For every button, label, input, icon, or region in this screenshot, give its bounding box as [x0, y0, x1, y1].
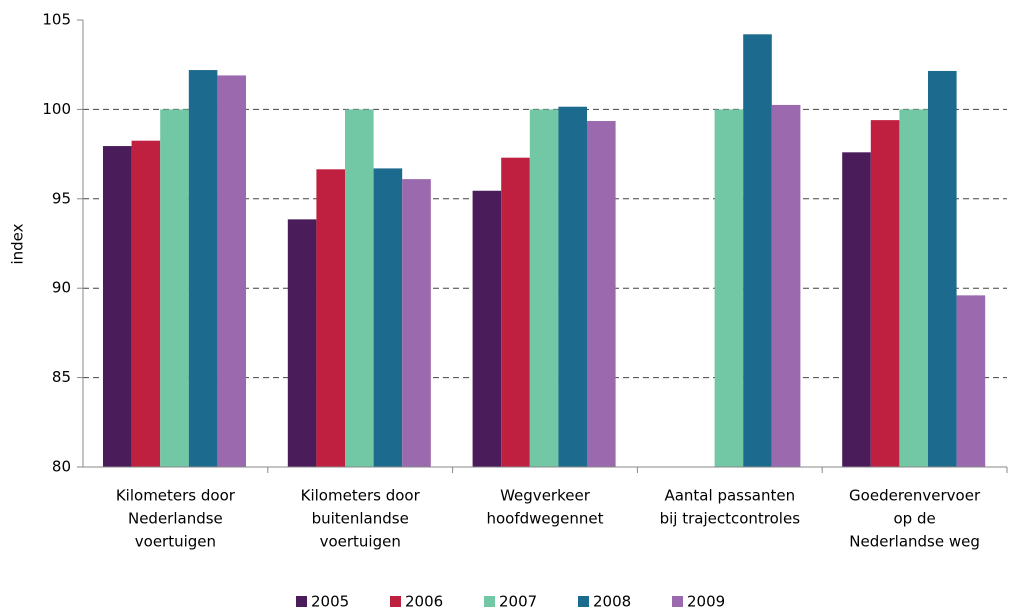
- legend-swatch: [296, 596, 307, 607]
- bar: [501, 157, 530, 467]
- y-tick-label: 85: [52, 368, 71, 386]
- legend-label: 2008: [593, 593, 631, 609]
- x-tick-label: Aantal passanten: [664, 487, 795, 505]
- bar: [287, 219, 317, 467]
- bar: [743, 34, 772, 467]
- bar: [956, 295, 986, 467]
- bar: [714, 109, 744, 468]
- bar: [558, 106, 587, 467]
- legend-label: 2005: [311, 593, 349, 609]
- bar: [472, 190, 502, 467]
- bar: [160, 109, 189, 468]
- y-tick-label: 95: [52, 189, 71, 207]
- legend-swatch: [484, 596, 495, 607]
- legend-label: 2007: [499, 593, 537, 609]
- legend-label: 2006: [405, 593, 443, 609]
- x-tick-label: Kilometers door: [301, 487, 421, 505]
- bar: [899, 109, 928, 468]
- bar: [373, 168, 403, 468]
- y-tick-label: 100: [42, 100, 71, 118]
- x-tick-label: buitenlandse: [312, 510, 409, 528]
- bar: [402, 179, 431, 467]
- x-tick-label: hoofdwegennet: [486, 510, 603, 528]
- bar: [842, 152, 871, 467]
- x-tick-label: Goederenvervoer: [849, 487, 981, 505]
- legend-swatch: [672, 596, 683, 607]
- bar: [529, 109, 559, 468]
- x-tick-label: Wegverkeer: [500, 487, 591, 505]
- bar: [870, 120, 900, 468]
- bar: [928, 70, 957, 467]
- x-tick-label: Nederlandse weg: [849, 533, 980, 551]
- x-tick-label: Kilometers door: [116, 487, 236, 505]
- bar: [316, 169, 345, 467]
- legend-swatch: [578, 596, 589, 607]
- x-tick-label: bij trajectcontroles: [660, 510, 801, 528]
- legend-swatch: [390, 596, 401, 607]
- bar: [587, 121, 616, 467]
- y-tick-label: 90: [52, 279, 71, 297]
- y-tick-label: 105: [42, 11, 71, 29]
- bar: [771, 104, 801, 468]
- y-tick-label: 80: [52, 458, 71, 476]
- bar: [103, 146, 132, 467]
- x-tick-label: voertuigen: [135, 533, 216, 551]
- bar: [131, 140, 161, 467]
- x-tick-label: op de: [893, 510, 935, 528]
- x-tick-label: Nederlandse: [128, 510, 223, 528]
- bar: [217, 75, 246, 467]
- legend-label: 2009: [687, 593, 725, 609]
- bar: [345, 109, 374, 468]
- x-tick-label: voertuigen: [320, 533, 401, 551]
- y-axis-label: index: [9, 223, 27, 264]
- bar: [188, 70, 218, 468]
